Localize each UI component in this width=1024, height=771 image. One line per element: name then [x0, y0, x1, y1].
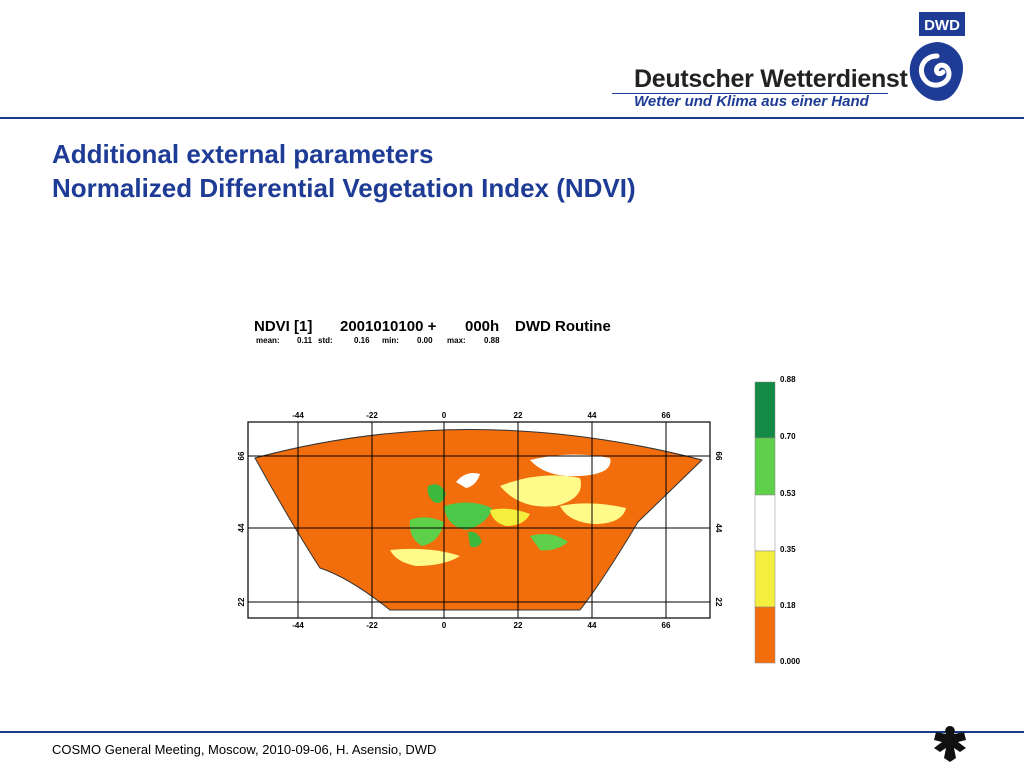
legend-svg: 0.88 0.70 0.53 0.35 0.18 0.000 — [754, 375, 801, 666]
lon-tick-bottom: -44 — [292, 621, 304, 630]
veg-italy — [468, 531, 482, 548]
veg-british-isles — [427, 484, 446, 503]
stat-min: 0.00 — [417, 336, 433, 345]
slide-title: Additional external parameters Normalize… — [52, 137, 636, 205]
federal-eagle-icon — [930, 722, 970, 771]
footer-divider — [0, 731, 1024, 733]
lat-ticks-right: 66 44 22 — [714, 452, 723, 607]
brand-block: Deutscher Wetterdienst Wetter und Klima … — [634, 66, 908, 111]
brand-slogan: Wetter und Klima aus einer Hand — [634, 93, 869, 110]
veg-scandinavia — [456, 473, 480, 488]
lon-tick-bottom: 0 — [442, 621, 447, 630]
legend-label: 0.70 — [780, 432, 796, 441]
veg-central-europe — [444, 502, 492, 530]
stat-min-label: min: — [382, 336, 399, 345]
footer-text: COSMO General Meeting, Moscow, 2010-09-0… — [52, 742, 437, 757]
vegetation-patches — [390, 454, 626, 566]
veg-anatolia — [530, 534, 568, 551]
stat-std-label: std: — [318, 336, 333, 345]
dwd-logo-text: DWD — [924, 17, 960, 34]
ndvi-map-svg: NDVI [1] 2001010100 + 000h DWD Routine m… — [237, 318, 723, 630]
legend-label: 0.35 — [780, 545, 796, 554]
legend-swatch — [754, 437, 776, 496]
map-title-source: DWD Routine — [515, 318, 611, 335]
stat-max-label: max: — [447, 336, 466, 345]
lon-tick-bottom: 66 — [662, 621, 671, 630]
dwd-logo-box — [919, 12, 965, 36]
map-title-var: NDVI [1] — [254, 318, 312, 335]
veg-balkans — [490, 508, 530, 526]
slide-title-line2: Normalized Differential Vegetation Index… — [52, 173, 636, 203]
graticule — [248, 422, 710, 618]
brand-rule — [612, 93, 888, 94]
legend-label: 0.53 — [780, 489, 796, 498]
legend-swatch — [754, 494, 776, 552]
brand-name: Deutscher Wetterdienst — [634, 65, 908, 93]
lon-tick-top: 0 — [442, 411, 447, 420]
ndvi-colour-legend: 0.88 0.70 0.53 0.35 0.18 0.000 — [750, 370, 820, 675]
lat-ticks-left: 66 44 22 — [237, 451, 246, 606]
lon-tick-bottom: -22 — [366, 621, 378, 630]
legend-label: 0.000 — [780, 657, 801, 666]
dwd-logo: DWD — [897, 12, 965, 111]
lat-tick-right: 44 — [714, 524, 723, 533]
lon-ticks-bottom: -44 -22 0 22 44 66 — [292, 621, 671, 630]
lon-tick-top: -44 — [292, 411, 304, 420]
stat-std: 0.16 — [354, 336, 370, 345]
lon-tick-top: 22 — [514, 411, 523, 420]
lon-tick-top: -22 — [366, 411, 378, 420]
veg-caspian-region — [560, 503, 626, 524]
lon-tick-bottom: 22 — [514, 621, 523, 630]
lat-tick-left: 44 — [237, 523, 246, 532]
legend-label: 0.88 — [780, 375, 796, 384]
ndvi-map-figure: NDVI [1] 2001010100 + 000h DWD Routine m… — [230, 310, 730, 645]
veg-north-africa — [390, 548, 460, 566]
lat-tick-left: 22 — [237, 597, 246, 606]
lat-tick-left: 66 — [237, 451, 246, 460]
stat-mean: 0.11 — [297, 336, 313, 345]
veg-eastern-europe — [500, 475, 581, 507]
header-divider — [0, 117, 1024, 119]
stat-mean-label: mean: — [256, 336, 280, 345]
lon-ticks-top: -44 -22 0 22 44 66 — [292, 411, 671, 420]
legend-label: 0.18 — [780, 601, 796, 610]
legend-swatch — [754, 550, 776, 608]
legend-swatch — [754, 606, 776, 664]
map-title-lead: 000h — [465, 318, 499, 335]
legend-swatch — [754, 381, 776, 439]
stat-max: 0.88 — [484, 336, 500, 345]
lon-tick-bottom: 44 — [588, 621, 597, 630]
slide-title-line1: Additional external parameters — [52, 139, 434, 169]
lat-tick-right: 22 — [714, 598, 723, 607]
lon-tick-top: 44 — [588, 411, 597, 420]
veg-north-east — [530, 454, 611, 477]
map-title-date: 2001010100 + — [340, 318, 437, 335]
veg-iberia — [409, 517, 444, 546]
lon-tick-top: 66 — [662, 411, 671, 420]
lat-tick-right: 66 — [714, 452, 723, 461]
